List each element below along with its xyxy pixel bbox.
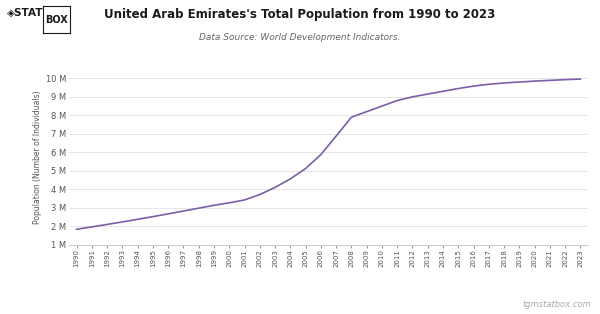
Text: Data Source: World Development Indicators.: Data Source: World Development Indicator… <box>199 33 401 42</box>
Text: tgmstatbox.com: tgmstatbox.com <box>522 300 591 309</box>
Text: ◈STAT: ◈STAT <box>7 8 44 18</box>
Text: United Arab Emirates's Total Population from 1990 to 2023: United Arab Emirates's Total Population … <box>104 8 496 21</box>
Text: BOX: BOX <box>46 15 68 24</box>
Y-axis label: Population (Number of Individuals): Population (Number of Individuals) <box>32 90 41 224</box>
